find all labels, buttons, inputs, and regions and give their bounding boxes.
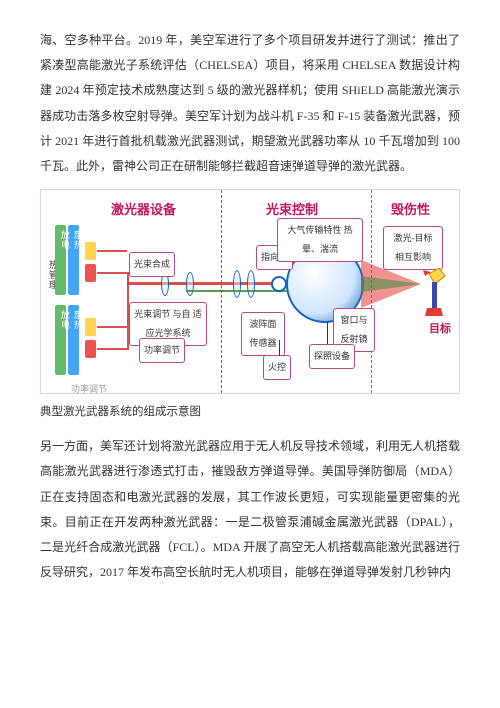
section-title-3: 毁伤性: [391, 196, 430, 223]
arr-1: [279, 340, 280, 356]
box-beam-combine: 光束合成: [129, 252, 175, 277]
beam-2: [97, 272, 127, 274]
small-mirror: [271, 276, 287, 292]
lens-4: [247, 270, 255, 298]
beam-1: [97, 250, 127, 252]
section-title-1: 激光器设备: [111, 196, 176, 223]
box-tracker: 探照设备: [309, 344, 355, 369]
diagram-container: 激光器设备 光束控制 毁伤性 热管理 放电 废热 放电 废热: [40, 189, 460, 394]
box-firecontrol: 火控: [263, 355, 291, 380]
laser-weapon-diagram: 激光器设备 光束控制 毁伤性 热管理 放电 废热 放电 废热: [40, 189, 460, 394]
box-damage: 激光-目标 相互影响: [383, 226, 443, 270]
cone-green: [361, 276, 421, 292]
lens-3: [233, 270, 241, 298]
target-label: 目标: [429, 318, 451, 341]
box-power: 功率调节: [139, 338, 185, 363]
beam-3: [97, 326, 127, 328]
target-icon: [421, 268, 451, 318]
bottom-crop: 功率调节: [71, 380, 107, 399]
figure-caption: 典型激光武器系统的组成示意图: [40, 400, 460, 424]
src-r1: [85, 264, 96, 282]
arr-2: [327, 322, 328, 344]
paragraph-1: 海、空多种平台。2019 年，美空军进行了多个项目研发并进行了测试：推出了紧凑型…: [40, 28, 460, 179]
src-y1: [85, 242, 96, 260]
src-y2: [85, 318, 96, 336]
lens-2: [186, 272, 194, 296]
paragraph-2: 另一方面，美军还计划将激光武器应用于无人机反导技术领域，利用无人机搭载高能激光武…: [40, 434, 460, 585]
src-r2: [85, 340, 96, 358]
beam-4: [97, 348, 127, 350]
box-atmo: 大气传输特性 热晕、湍流: [277, 218, 363, 262]
